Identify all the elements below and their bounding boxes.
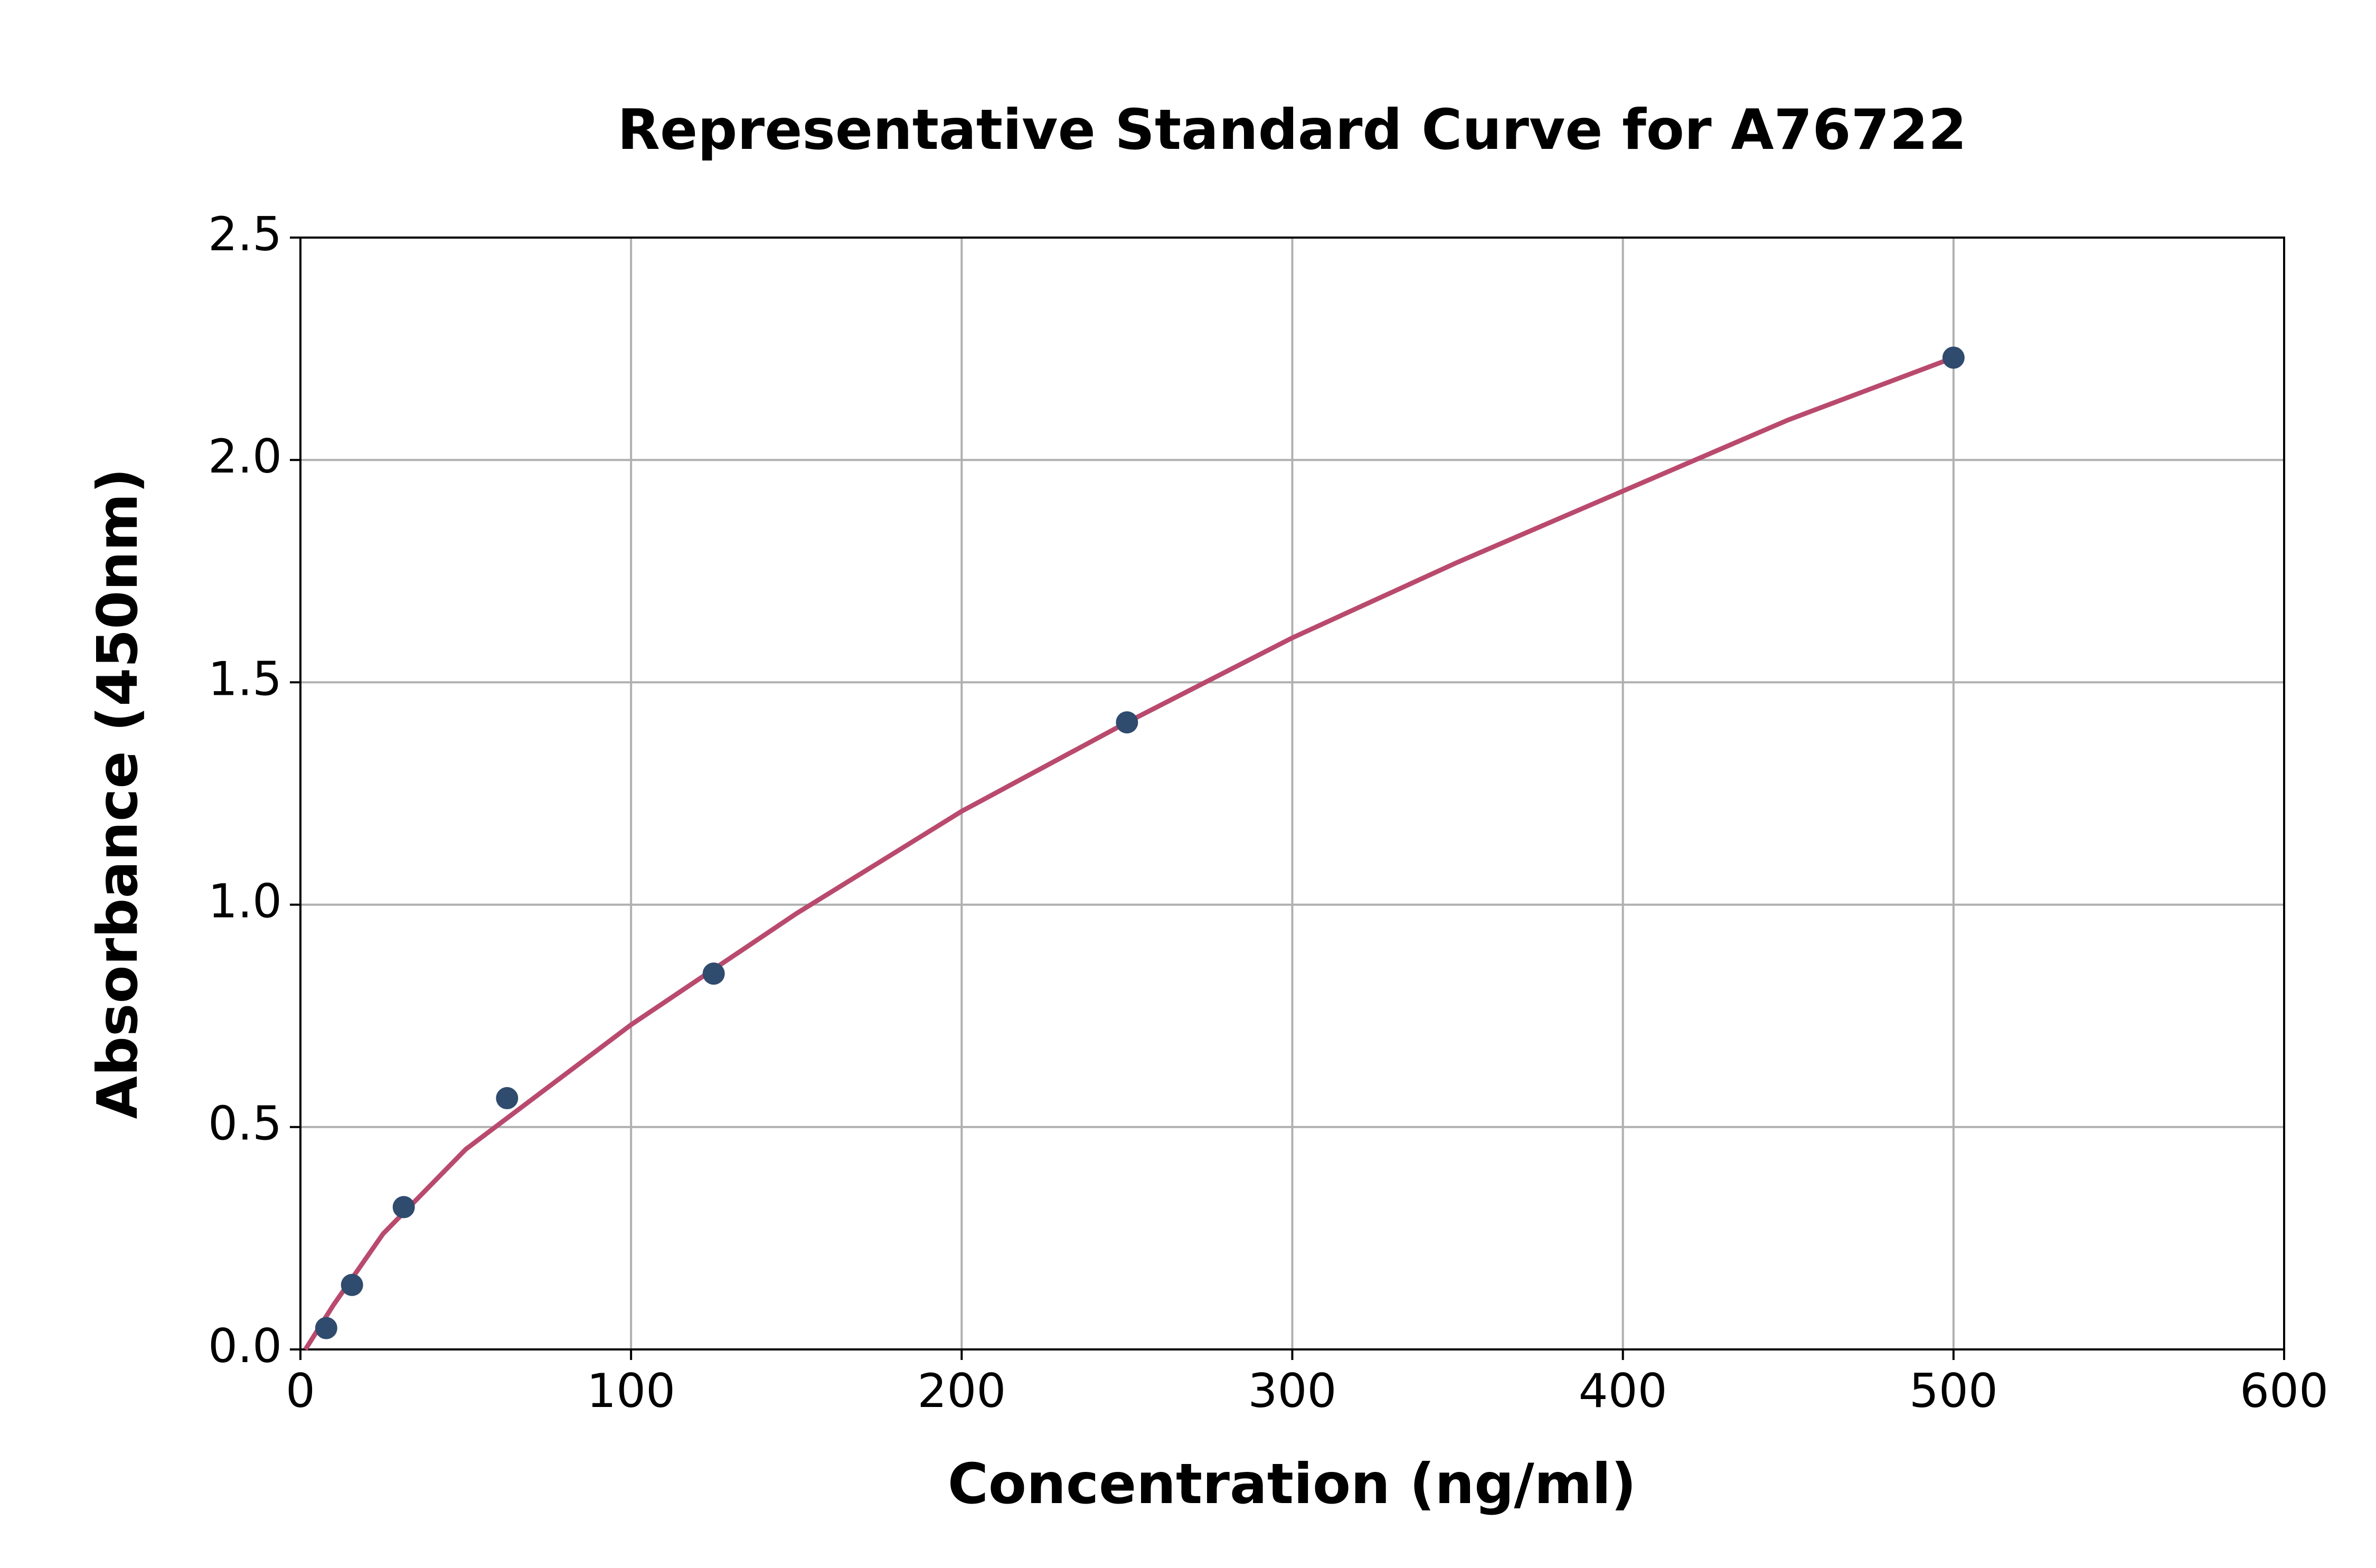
x-tick-label: 200 [917,1364,1006,1418]
data-point [1116,711,1138,734]
y-tick-label: 2.5 [208,207,282,261]
x-tick-label: 600 [2240,1364,2328,1418]
y-tick-label: 1.0 [208,874,282,929]
plot-frame [299,237,2285,1350]
y-tick-label: 0.0 [208,1319,282,1373]
x-tick-label: 400 [1579,1364,1667,1418]
data-point [1942,346,1965,369]
x-tick-label: 100 [587,1364,675,1418]
y-tick-label: 2.0 [208,429,282,484]
data-point [702,962,725,985]
y-tick-label: 1.5 [208,651,282,706]
chart-title: Representative Standard Curve for A76722 [617,98,1967,162]
fit-curve [303,355,1955,1351]
x-tick-label: 300 [1248,1364,1337,1418]
x-tick-label: 500 [1909,1364,1998,1418]
data-point [496,1087,518,1110]
x-axis-label: Concentration (ng/ml) [948,1452,1636,1516]
y-axis-label: Absorbance (450nm) [86,468,150,1119]
data-point [392,1196,415,1218]
data-point [315,1317,337,1339]
data-point [341,1273,363,1296]
y-tick-label: 0.5 [208,1097,282,1151]
x-tick-label: 0 [286,1364,315,1418]
